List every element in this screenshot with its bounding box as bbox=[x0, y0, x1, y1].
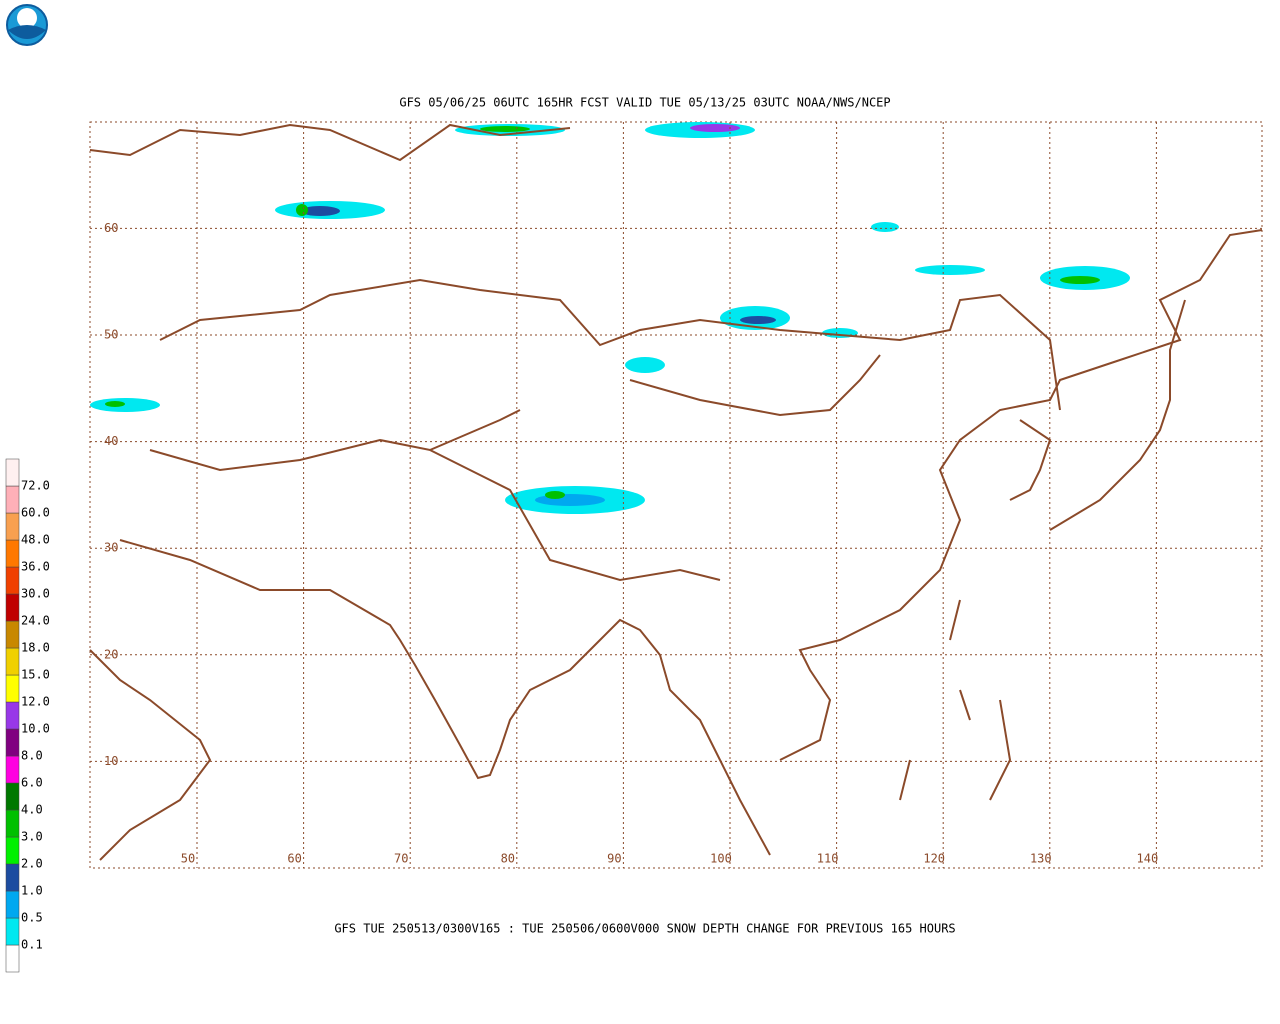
lat-label: 40 bbox=[104, 434, 118, 448]
lon-label: 60 bbox=[287, 852, 301, 866]
legend-label: 0.1 bbox=[21, 938, 43, 952]
legend-swatch bbox=[5, 917, 20, 946]
legend-swatch bbox=[5, 512, 20, 541]
legend-swatch bbox=[5, 863, 20, 892]
lon-label: 120 bbox=[923, 852, 945, 866]
lat-label: 10 bbox=[104, 754, 118, 768]
legend-label: 18.0 bbox=[21, 641, 50, 655]
legend-swatch bbox=[5, 728, 20, 757]
legend-swatch bbox=[5, 539, 20, 568]
map-frame bbox=[89, 121, 1263, 869]
legend-swatch bbox=[5, 485, 20, 514]
legend-label: 1.0 bbox=[21, 884, 43, 898]
legend-swatch bbox=[5, 890, 20, 919]
lat-label: 50 bbox=[104, 328, 118, 342]
snow-patches bbox=[90, 122, 1130, 514]
legend-label: 3.0 bbox=[21, 830, 43, 844]
legend-swatch bbox=[5, 566, 20, 595]
legend-swatch bbox=[5, 836, 20, 865]
lat-label: 60 bbox=[104, 221, 118, 235]
graticule: 50 60 70 80 90 100 110 120 130 140 60 50 40 30 20 10 bbox=[90, 122, 1262, 868]
noaa-logo bbox=[6, 4, 48, 46]
lon-label: 100 bbox=[710, 852, 732, 866]
lon-label: 140 bbox=[1137, 852, 1159, 866]
legend-label: 0.5 bbox=[21, 911, 43, 925]
legend-label: 36.0 bbox=[21, 560, 50, 574]
legend-label: 15.0 bbox=[21, 668, 50, 682]
legend-swatch bbox=[5, 620, 20, 649]
legend-label: 24.0 bbox=[21, 614, 50, 628]
map-caption: GFS TUE 250513/0300V165 : TUE 250506/060… bbox=[334, 922, 955, 936]
legend-label: 72.0 bbox=[21, 479, 50, 493]
legend-label: 48.0 bbox=[21, 533, 50, 547]
lon-label: 70 bbox=[394, 852, 408, 866]
lon-label: 80 bbox=[501, 852, 515, 866]
lat-label: 20 bbox=[104, 647, 118, 661]
lon-label: 130 bbox=[1030, 852, 1052, 866]
legend-swatch bbox=[5, 944, 20, 973]
coastlines bbox=[89, 123, 1263, 861]
legend-swatch bbox=[5, 782, 20, 811]
lon-label: 50 bbox=[181, 852, 195, 866]
lat-label: 30 bbox=[104, 541, 118, 555]
lon-label: 110 bbox=[817, 852, 839, 866]
legend-swatch bbox=[5, 809, 20, 838]
legend-label: 30.0 bbox=[21, 587, 50, 601]
legend-swatch bbox=[5, 674, 20, 703]
lon-label: 90 bbox=[607, 852, 621, 866]
legend-label: 8.0 bbox=[21, 749, 43, 763]
legend-swatch bbox=[5, 593, 20, 622]
legend-swatch bbox=[5, 701, 20, 730]
legend-label: 60.0 bbox=[21, 506, 50, 520]
legend-label: 4.0 bbox=[21, 803, 43, 817]
legend-label: 2.0 bbox=[21, 857, 43, 871]
legend-label: 10.0 bbox=[21, 722, 50, 736]
legend-label: 12.0 bbox=[21, 695, 50, 709]
color-legend: 0.1 0.5 1.0 2.0 3.0 4.0 6.0 8.0 10.0 12.0 15.0 18.0… bbox=[5, 458, 50, 973]
legend-swatch bbox=[5, 458, 20, 487]
map-title: GFS 05/06/25 06UTC 165HR FCST VALID TUE … bbox=[399, 96, 890, 110]
legend-label: 6.0 bbox=[21, 776, 43, 790]
legend-swatch bbox=[5, 755, 20, 784]
legend-swatch bbox=[5, 647, 20, 676]
